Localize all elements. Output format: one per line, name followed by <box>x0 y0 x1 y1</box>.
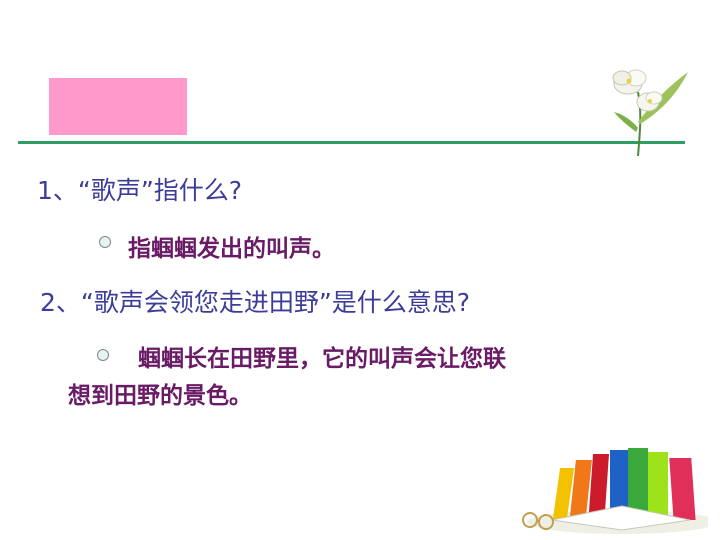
answer-2-line-2: 想到田野的景色。 <box>68 383 252 409</box>
flower-icon <box>612 69 688 157</box>
answer-1: 指蝈蝈发出的叫声。 <box>128 236 335 262</box>
header-divider <box>18 141 685 144</box>
answer-2: 蝈蝈长在田野里，它的叫声会让您联 想到田野的景色。 <box>68 341 668 415</box>
title-placeholder-box <box>49 78 187 135</box>
books-icon <box>522 448 708 534</box>
bullet-icon <box>99 236 111 248</box>
question-1: 1、“歌声”指什么? <box>37 176 243 205</box>
question-2: 2、“歌声会领您走进田野”是什么意思? <box>40 288 471 317</box>
answer-2-line-1: 蝈蝈长在田野里，它的叫声会让您联 <box>138 346 506 372</box>
bullet-icon <box>97 349 109 361</box>
